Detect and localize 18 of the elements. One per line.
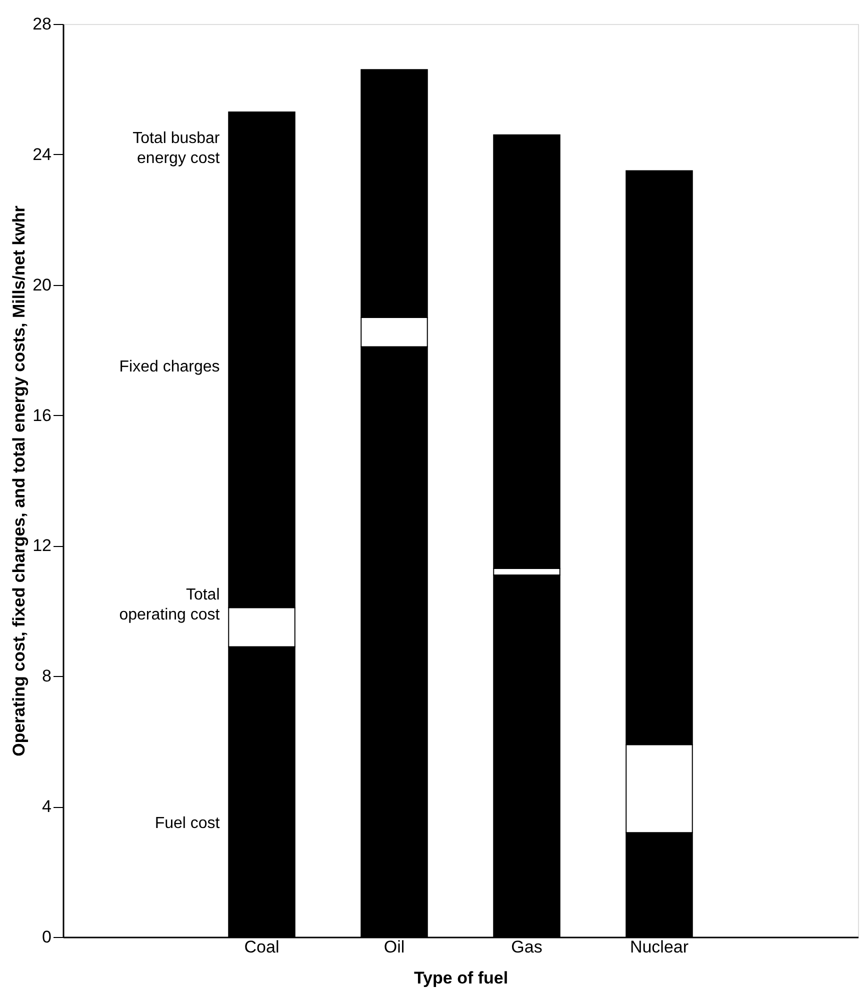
x-tick-label: Gas [511,938,542,956]
y-tick-label: 0 [42,928,52,946]
y-tick-label: 4 [42,797,52,816]
annotation: Fixed charges [119,358,220,376]
x-tick-label: Coal [244,938,280,956]
y-tick-label: 28 [32,14,52,34]
y-tick-label: 16 [32,406,52,425]
x-tick-label: Oil [384,938,405,956]
annotation: Fuel cost [154,814,220,832]
y-tick-label: 8 [42,666,52,686]
x-axis-title: Type of fuel [414,968,508,988]
y-axis-title: Operating cost, fixed charges, and total energy costs, Mills/net kwhr [10,205,29,756]
y-tick-label: 20 [32,275,52,294]
x-tick-label: Nuclear [630,938,689,956]
annotation: Total busbar energy cost [132,130,220,168]
annotation: Total operating cost [119,586,220,624]
y-tick-label: 12 [32,536,52,556]
y-tick-label: 24 [32,144,52,164]
